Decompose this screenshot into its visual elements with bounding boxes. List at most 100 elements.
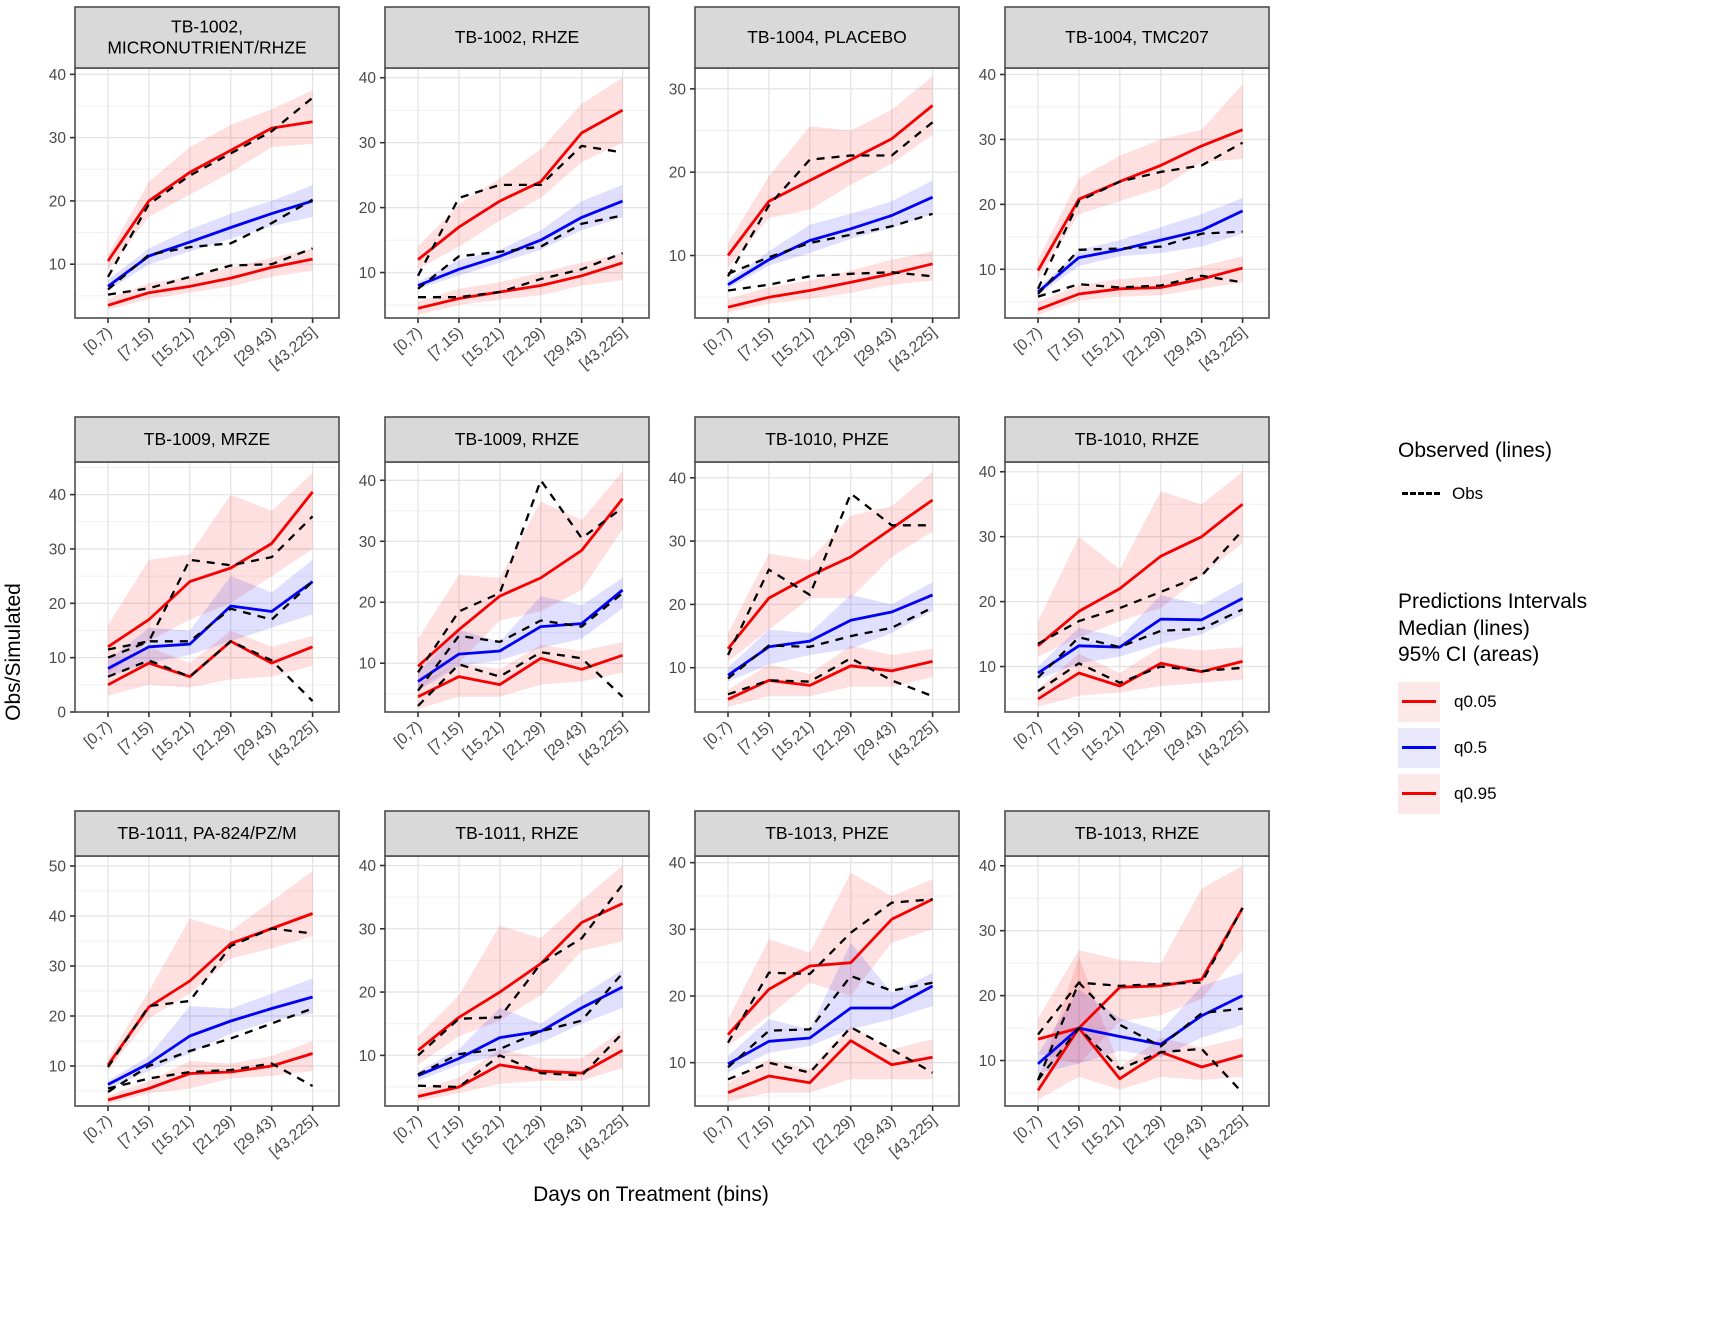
line-q50 — [727, 984, 934, 1066]
x-tick-label: [0,7) — [81, 1112, 116, 1145]
line-q95 — [726, 898, 934, 1036]
legend-entry-q0.5: q0.5 — [1398, 728, 1728, 768]
ribbon-q95 — [108, 871, 313, 1071]
line-obs-median — [107, 580, 314, 659]
line-q50 — [1037, 597, 1244, 675]
line-q05 — [107, 1052, 314, 1102]
line-q50 — [417, 588, 624, 683]
line-q50 — [107, 995, 313, 1086]
facet-strip-title: TB-1013, RHZE — [1075, 823, 1199, 843]
facet-strip-title: TB-1004, TMC207 — [1065, 27, 1209, 47]
ribbon-q50 — [1038, 972, 1243, 1074]
x-tick-label: [15,21) — [770, 324, 818, 368]
ribbon-q50 — [108, 185, 313, 291]
line-q50 — [727, 593, 934, 677]
facet-strip-title: MICRONUTRIENT/RHZE — [107, 38, 306, 58]
facet-row-1: TB-1002, MICRONUTRIENT/RHZE 10 20 30 40 [0,7) [… — [31, 6, 1271, 404]
line-key-icon — [1402, 700, 1436, 703]
line-q95 — [726, 104, 934, 257]
line-obs-high — [1037, 907, 1244, 1036]
x-tick-label: [21,29) — [1120, 324, 1168, 368]
facet-strip-title: TB-1010, PHZE — [765, 429, 889, 449]
x-tick-label: [15,21) — [460, 718, 508, 762]
line-q95 — [417, 497, 624, 668]
x-tick-label: [21,29) — [500, 1112, 548, 1156]
line-q50 — [417, 985, 624, 1077]
x-tick-label: [15,21) — [460, 1112, 508, 1156]
facet-strip-title: TB-1004, PLACEBO — [747, 27, 907, 47]
ribbon-q05 — [418, 1030, 623, 1101]
ribbon-key-icon — [1398, 728, 1440, 768]
y-tick-label: 40 — [979, 464, 997, 481]
x-tick-label: [0,7) — [391, 718, 426, 751]
facet-strip-title: TB-1002, RHZE — [455, 27, 579, 47]
y-tick-label: 40 — [669, 470, 687, 487]
y-tick-label: 10 — [49, 257, 67, 274]
y-tick-label: 20 — [359, 200, 377, 217]
ribbon-q50 — [418, 184, 623, 289]
facet-strip-title: TB-1013, PHZE — [765, 823, 889, 843]
ribbon-q05 — [108, 630, 313, 696]
line-obs-high — [727, 898, 933, 1044]
line-q05 — [417, 261, 624, 310]
line-obs-high — [107, 515, 314, 651]
line-obs-low — [418, 252, 624, 299]
y-tick-label: 30 — [669, 922, 687, 939]
ribbon-q95 — [418, 865, 623, 1065]
line-key-icon — [1402, 792, 1436, 795]
facet-row-2: TB-1009, MRZE 0 10 20 30 40 [0,7) [7,15) [15,21)… — [31, 416, 1271, 798]
y-tick-label: 20 — [979, 197, 997, 214]
y-tick-label: 40 — [979, 858, 997, 875]
x-tick-label: [0,7) — [391, 324, 426, 357]
legend-predictions-title-line1: Predictions Intervals — [1398, 590, 1588, 614]
ribbon-q95 — [728, 76, 933, 268]
y-tick-label: 40 — [49, 487, 67, 504]
line-obs-low — [107, 247, 314, 296]
ribbon-q05 — [1038, 647, 1243, 707]
line-obs-low — [417, 1032, 624, 1089]
legend-spacer — [1398, 515, 1728, 589]
line-obs-low — [727, 657, 934, 698]
y-tick-label: 10 — [359, 656, 377, 673]
y-tick-label: 10 — [979, 262, 997, 279]
line-obs-low — [727, 1026, 934, 1081]
x-tick-label: [21,29) — [190, 324, 238, 368]
line-q95 — [417, 902, 624, 1052]
ribbon-q95 — [1038, 84, 1243, 279]
y-tick-label: 30 — [359, 534, 377, 551]
y-tick-label: 10 — [979, 659, 997, 676]
line-q05 — [107, 639, 314, 687]
legend-obs-label: Obs — [1452, 483, 1484, 503]
line-q05 — [727, 1039, 933, 1094]
line-obs-median — [107, 1007, 313, 1093]
x-tick-label: [0,7) — [391, 1112, 426, 1145]
y-tick-label: 0 — [57, 705, 66, 722]
ribbon-q05 — [418, 641, 623, 709]
y-tick-label: 30 — [669, 81, 687, 98]
y-tick-label: 40 — [49, 909, 67, 926]
facet-strip-title: TB-1009, RHZE — [455, 429, 579, 449]
y-tick-label: 30 — [49, 959, 67, 976]
legend-entry-q0.95: q0.95 — [1398, 774, 1728, 814]
y-tick-label: 10 — [49, 1059, 67, 1076]
ribbon-q05 — [728, 251, 933, 313]
y-tick-label: 10 — [359, 1048, 377, 1065]
y-axis-title: Obs/Simulated — [2, 583, 25, 721]
x-tick-label: [0,7) — [1011, 324, 1046, 357]
line-obs-low — [417, 651, 624, 707]
line-q95 — [1037, 503, 1244, 647]
x-tick-label: [15,21) — [1080, 324, 1128, 368]
legend-entry-obs: Obs — [1398, 478, 1728, 509]
line-obs-high — [416, 144, 623, 277]
x-tick-label: [15,21) — [150, 324, 198, 368]
ribbon-q50 — [418, 577, 623, 691]
x-tick-label: [0,7) — [81, 324, 116, 357]
y-tick-label: 10 — [669, 1055, 687, 1072]
ribbon-q95 — [108, 90, 313, 271]
line-q05 — [107, 257, 313, 307]
